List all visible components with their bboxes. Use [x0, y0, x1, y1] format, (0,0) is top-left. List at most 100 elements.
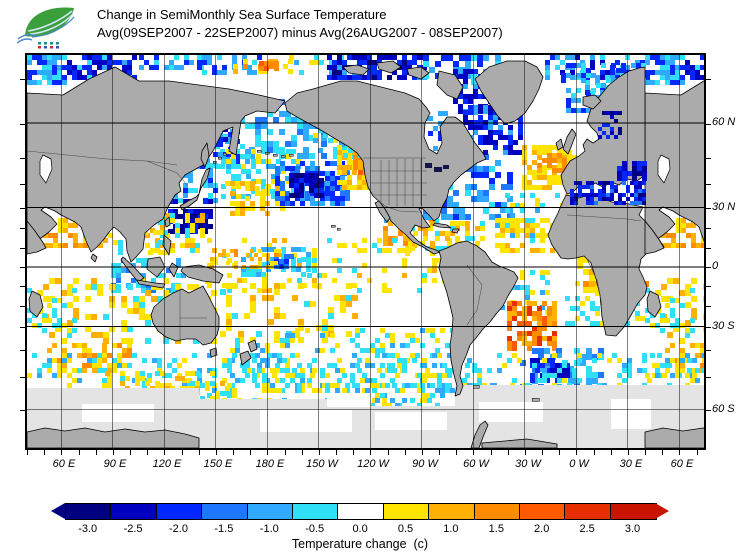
colorbar-segment	[565, 504, 611, 519]
colorbar-value-label: 2.0	[534, 523, 550, 535]
axis-tick	[593, 450, 595, 455]
axis-tick	[706, 327, 711, 328]
axis-tick	[706, 350, 711, 351]
title-block: Change in SemiMonthly Sea Surface Temper…	[97, 6, 503, 42]
lon-axis-label: 90 E	[103, 458, 127, 470]
colorbar-segment	[292, 504, 339, 519]
axis-tick	[20, 327, 25, 328]
colorbar-segment	[383, 504, 430, 519]
axis-tick	[706, 306, 711, 307]
axis-tick	[20, 248, 25, 249]
colorbar: -3.0 -2.5 -2.0 -1.5 -1.0 -0.5 0.0 0.5 1.0 1.5 2.0 2…	[51, 503, 669, 555]
country-border	[27, 150, 178, 166]
colorbar-segment	[111, 504, 157, 519]
land-polygon	[481, 438, 558, 448]
axis-tick	[524, 450, 526, 455]
colorbar-segment	[610, 504, 657, 519]
island	[217, 156, 222, 160]
axis-tick	[20, 79, 25, 80]
axis-tick	[706, 377, 711, 378]
lon-axis-label: 90 W	[412, 458, 438, 470]
land-polygon	[644, 80, 704, 242]
land-polygon	[209, 347, 218, 358]
lat-axis-label: 60 N	[712, 116, 736, 128]
axis-tick	[370, 450, 372, 455]
logo-tagline-dots	[38, 42, 59, 49]
map-frame	[25, 53, 706, 450]
lon-axis-label: 180 E	[255, 458, 285, 470]
axis-tick	[301, 450, 303, 455]
axis-tick	[198, 450, 200, 455]
land-polygon	[547, 192, 665, 337]
axis-tick	[20, 158, 25, 159]
lon-axis-label: 150 E	[203, 458, 233, 470]
axis-tick	[20, 228, 25, 229]
axis-tick	[439, 450, 440, 455]
colorbar-segment	[429, 504, 475, 519]
agency-logo	[16, 1, 92, 51]
axis-tick	[267, 450, 269, 455]
land-polygon	[180, 264, 224, 284]
page-title: Change in SemiMonthly Sea Surface Temper…	[97, 7, 387, 22]
axis-tick	[706, 184, 711, 185]
island	[472, 384, 480, 389]
island	[272, 153, 278, 157]
colorbar-value-label: 1.0	[443, 523, 459, 535]
land-polygon	[200, 142, 210, 168]
axis-tick	[610, 450, 612, 455]
land-polygon	[150, 285, 220, 346]
lake	[443, 165, 449, 169]
axis-tick	[456, 450, 458, 455]
lon-axis-label: 30 E	[619, 458, 643, 470]
island	[330, 224, 336, 228]
axis-tick	[164, 450, 166, 455]
axis-tick	[645, 450, 646, 455]
axis-tick	[706, 208, 711, 209]
colorbar-value-label: -2.0	[169, 523, 188, 535]
lon-axis-label: 150 W	[306, 458, 338, 470]
axis-tick	[706, 248, 711, 249]
colorbar-segment	[474, 504, 520, 519]
axis-tick	[61, 450, 63, 455]
axis-tick	[112, 450, 114, 455]
axis-tick	[706, 158, 711, 159]
island	[531, 397, 540, 402]
island	[222, 152, 227, 156]
colorbar-value-label: -2.5	[123, 523, 143, 535]
land-polygon	[164, 216, 171, 228]
axis-tick	[20, 377, 25, 378]
axis-tick	[20, 350, 25, 351]
lon-axis-label: 30 W	[515, 458, 541, 470]
axis-tick	[387, 450, 389, 455]
land-polygon	[657, 154, 671, 184]
island	[288, 153, 294, 157]
axis-tick	[706, 228, 711, 229]
axis-tick	[662, 450, 664, 455]
axis-tick	[20, 124, 25, 125]
axis-tick	[78, 450, 80, 455]
colorbar-left-arrow-icon	[51, 503, 65, 519]
land-polygon	[644, 220, 665, 255]
colorbar-right-arrow-icon	[655, 503, 669, 519]
colorbar-value-label: 0.0	[352, 523, 368, 535]
axis-tick	[473, 450, 475, 455]
country-border	[566, 214, 642, 222]
colorbar-segment	[338, 504, 384, 519]
island	[256, 149, 262, 153]
land-polygon	[438, 240, 519, 397]
axis-tick	[559, 450, 561, 455]
colorbar-value-label: 2.5	[579, 523, 595, 535]
axis-tick	[542, 450, 543, 455]
colorbar-value-label: -3.0	[78, 523, 98, 535]
axis-tick	[20, 208, 25, 209]
colorbar-value-label: 3.0	[624, 523, 641, 535]
axis-tick	[20, 306, 25, 307]
lat-axis-label: 30 S	[712, 320, 735, 332]
land-polygon	[470, 420, 489, 448]
colorbar-value-label: -1.5	[214, 523, 234, 535]
lake	[425, 163, 432, 168]
country-border	[146, 160, 188, 186]
land-polygon	[432, 222, 452, 229]
island	[280, 154, 286, 158]
